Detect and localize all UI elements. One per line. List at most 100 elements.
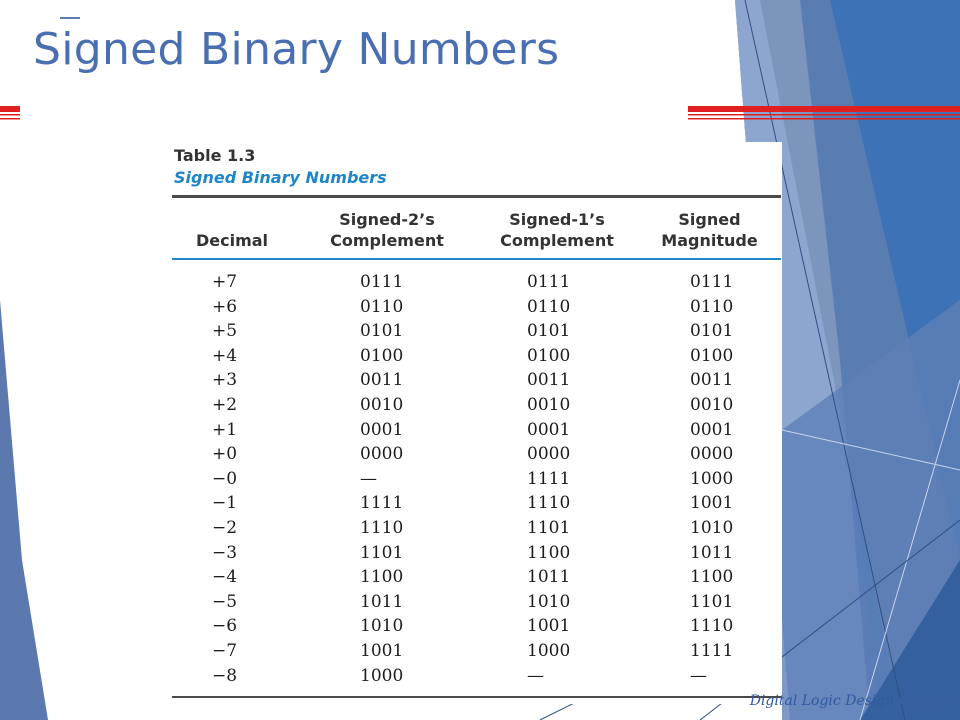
- table-bottom-rule: [172, 696, 781, 698]
- table-header-rule: [172, 258, 781, 260]
- table-row: +6 0110 0110 0110: [172, 295, 781, 320]
- cell-signed-magnitude: 0001: [690, 419, 734, 440]
- cell-decimal: −8: [212, 665, 238, 686]
- cell-signed-2s: 0010: [360, 394, 404, 415]
- cell-decimal: −5: [212, 591, 238, 612]
- cell-signed-2s: 1101: [360, 542, 404, 563]
- cell-signed-magnitude: 0010: [690, 394, 734, 415]
- cell-signed-1s: —: [527, 665, 544, 686]
- cell-signed-2s: 0000: [360, 444, 404, 465]
- cell-signed-magnitude: 0111: [690, 272, 734, 292]
- cell-decimal: +0: [212, 444, 238, 465]
- table-caption: Signed Binary Numbers: [174, 168, 387, 187]
- cell-signed-magnitude: 0011: [690, 370, 734, 391]
- right-lower-wedge: [782, 300, 960, 720]
- table-top-rule: [172, 195, 781, 198]
- cell-signed-magnitude: 1000: [690, 468, 734, 489]
- table-row: +0 0000 0000 0000: [172, 442, 781, 467]
- table-row: +2 0010 0010 0010: [172, 393, 781, 418]
- table-body: +7 0111 0111 0111 +6 0110 0110 0110 +5 0101 0101 01…: [172, 270, 781, 688]
- table-row: −1 1111 1110 1001: [172, 491, 781, 516]
- cell-signed-2s: 1110: [360, 517, 404, 538]
- header-signed-1s-complement: Signed-1’s Complement: [500, 210, 614, 250]
- table-row: +3 0011 0011 0011: [172, 368, 781, 393]
- cell-signed-magnitude: 1100: [690, 567, 734, 588]
- cell-decimal: −2: [212, 517, 238, 538]
- cell-signed-1s: 0101: [527, 321, 571, 342]
- cell-signed-1s: 0000: [527, 444, 571, 465]
- cell-signed-1s: 1101: [527, 517, 571, 538]
- footer-page-number: Ch1-32: [898, 693, 950, 709]
- cell-decimal: +1: [212, 419, 238, 440]
- table-header-row: Decimal Signed-2’s Complement Signed-1’s C…: [172, 202, 781, 257]
- cell-signed-2s: 1100: [360, 567, 404, 588]
- table-row: −2 1110 1101 1010: [172, 516, 781, 541]
- cell-signed-magnitude: 0100: [690, 345, 734, 366]
- cell-decimal: −4: [212, 567, 238, 588]
- table-panel: Table 1.3 Signed Binary Numbers Decimal …: [162, 142, 782, 704]
- cell-decimal: +2: [212, 394, 238, 415]
- cell-decimal: −0: [212, 468, 238, 489]
- cell-signed-1s: 1011: [527, 567, 571, 588]
- header-signed-magnitude: Signed Magnitude: [661, 210, 758, 250]
- cell-signed-1s: 0001: [527, 419, 571, 440]
- slide-footer: Digital Logic Design Ch1-32: [750, 693, 950, 709]
- cell-signed-magnitude: 1111: [690, 640, 734, 661]
- cell-signed-2s: 1111: [360, 493, 404, 514]
- cell-signed-2s: —: [360, 468, 377, 489]
- cell-signed-1s: 1100: [527, 542, 571, 563]
- table-row: +4 0100 0100 0100: [172, 344, 781, 369]
- cell-signed-1s: 0010: [527, 394, 571, 415]
- cell-signed-1s: 1111: [527, 468, 571, 489]
- cell-signed-2s: 0110: [360, 296, 404, 317]
- table-row: +5 0101 0101 0101: [172, 319, 781, 344]
- header-signed-2s-complement: Signed-2’s Complement: [330, 210, 444, 250]
- table-row: −0 — 1111 1000: [172, 467, 781, 492]
- table-row: −8 1000 — —: [172, 664, 781, 689]
- cell-signed-1s: 1000: [527, 640, 571, 661]
- table-row: −4 1100 1011 1100: [172, 565, 781, 590]
- cell-signed-magnitude: —: [690, 665, 707, 686]
- red-rule-right: [688, 106, 960, 120]
- cell-signed-magnitude: 1010: [690, 517, 734, 538]
- cell-signed-2s: 1010: [360, 616, 404, 637]
- cell-decimal: +3: [212, 370, 238, 391]
- cell-decimal: −1: [212, 493, 238, 514]
- cell-decimal: −7: [212, 640, 238, 661]
- left-accent-shape: [0, 300, 48, 720]
- header-decimal: Decimal: [195, 231, 269, 250]
- cell-signed-1s: 1010: [527, 591, 571, 612]
- table-row: −3 1101 1100 1011: [172, 541, 781, 566]
- slide-title: Signed Binary Numbers: [33, 24, 560, 75]
- table-row: +7 0111 0111 0111: [172, 270, 781, 295]
- cell-signed-magnitude: 1101: [690, 591, 734, 612]
- cell-decimal: +5: [212, 321, 238, 342]
- cell-signed-magnitude: 1011: [690, 542, 734, 563]
- cell-signed-2s: 0001: [360, 419, 404, 440]
- cell-signed-2s: 1000: [360, 665, 404, 686]
- cell-signed-1s: 1110: [527, 493, 571, 514]
- decor-line-1: [744, 0, 906, 720]
- cell-decimal: −3: [212, 542, 238, 563]
- cell-signed-magnitude: 0101: [690, 321, 734, 342]
- cell-signed-2s: 0011: [360, 370, 404, 391]
- cell-signed-magnitude: 1110: [690, 616, 734, 637]
- table-row: +1 0001 0001 0001: [172, 418, 781, 443]
- cell-signed-1s: 0100: [527, 345, 571, 366]
- cell-signed-magnitude: 0110: [690, 296, 734, 317]
- table-row: −6 1010 1001 1110: [172, 614, 781, 639]
- cell-decimal: +4: [212, 345, 238, 366]
- cell-decimal: −6: [212, 616, 238, 637]
- cell-signed-1s: 1001: [527, 616, 571, 637]
- cell-signed-2s: 1001: [360, 640, 404, 661]
- cell-signed-magnitude: 0000: [690, 444, 734, 465]
- table-row: −7 1001 1000 1111: [172, 639, 781, 664]
- decor-line-2: [781, 429, 960, 471]
- cell-signed-1s: 0011: [527, 370, 571, 391]
- decor-line-4: [859, 379, 960, 720]
- red-rule-left: [0, 106, 20, 120]
- table-number: Table 1.3: [174, 146, 256, 165]
- cell-signed-1s: 0111: [527, 272, 571, 292]
- table-row: −5 1011 1010 1101: [172, 590, 781, 615]
